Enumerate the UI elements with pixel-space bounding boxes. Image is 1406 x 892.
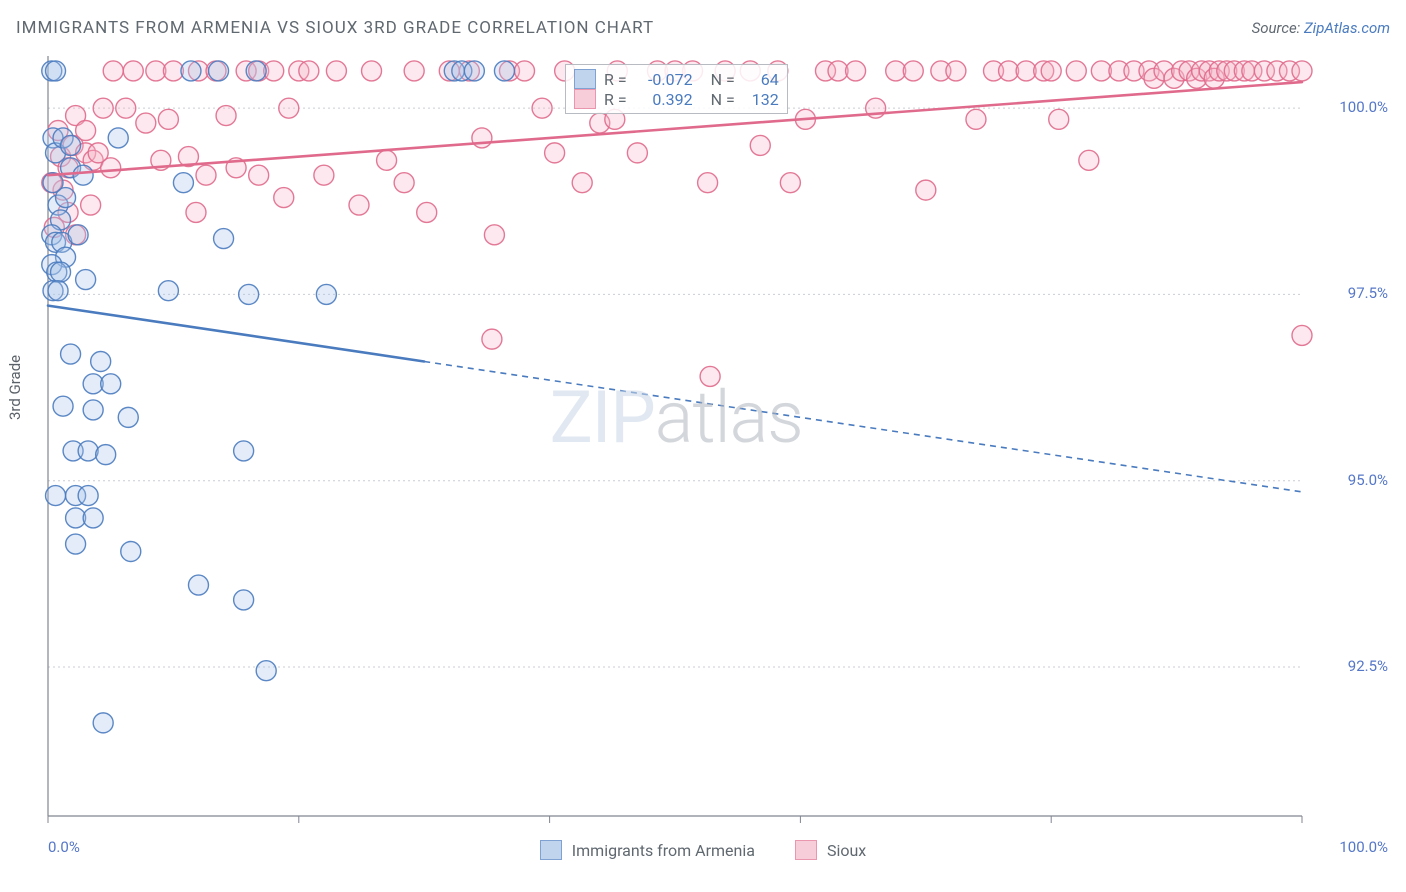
bottom-legend: Immigrants from Armenia Sioux: [0, 840, 1406, 860]
legend-swatch-sioux: [795, 840, 817, 860]
stats-legend-box: R = -0.072 N = 64 R = 0.392 N = 132: [565, 64, 788, 114]
n-value: 132: [743, 90, 779, 109]
legend-item-sioux: Sioux: [795, 840, 866, 860]
stats-swatch: [574, 69, 596, 89]
stats-swatch: [574, 89, 596, 109]
y-tick-label: 95.0%: [1348, 471, 1388, 489]
r-label: R =: [604, 70, 627, 89]
y-tick-label: 100.0%: [1339, 98, 1388, 116]
n-value: 64: [743, 70, 779, 89]
stats-row: R = -0.072 N = 64: [574, 69, 779, 89]
legend-label-armenia: Immigrants from Armenia: [572, 841, 755, 860]
stats-row: R = 0.392 N = 132: [574, 89, 779, 109]
y-tick-label: 97.5%: [1348, 284, 1388, 302]
legend-swatch-armenia: [540, 840, 562, 860]
chart-container: IMMIGRANTS FROM ARMENIA VS SIOUX 3RD GRA…: [0, 0, 1406, 892]
y-tick-label: 92.5%: [1348, 657, 1388, 675]
n-label: N =: [711, 70, 735, 89]
legend-label-sioux: Sioux: [827, 841, 866, 860]
n-label: N =: [711, 90, 735, 109]
r-value: 0.392: [635, 90, 693, 109]
r-label: R =: [604, 90, 627, 109]
scatter-chart: [0, 0, 1406, 892]
legend-item-armenia: Immigrants from Armenia: [540, 840, 755, 860]
r-value: -0.072: [635, 70, 693, 89]
